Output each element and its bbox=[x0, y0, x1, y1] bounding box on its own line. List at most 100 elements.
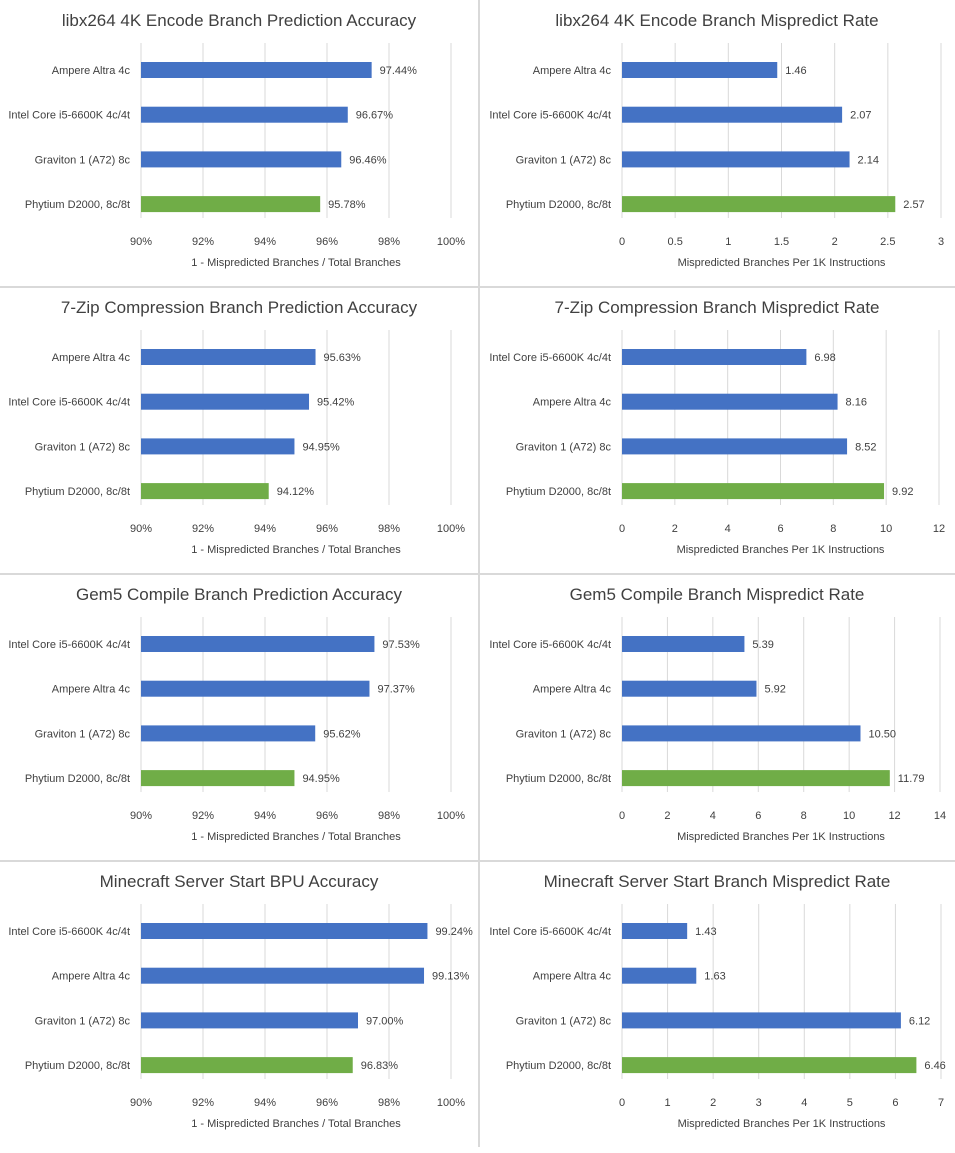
tick-label: 92% bbox=[192, 236, 214, 248]
data-label: 96.46% bbox=[349, 154, 387, 166]
bar bbox=[141, 62, 372, 78]
data-label: 11.79 bbox=[898, 773, 925, 785]
tick-label: 1.5 bbox=[774, 236, 789, 248]
data-label: 10.50 bbox=[869, 728, 897, 740]
tick-label: 90% bbox=[130, 236, 152, 248]
chart-title: Minecraft Server Start BPU Accuracy bbox=[100, 872, 379, 891]
data-label: 6.98 bbox=[814, 352, 835, 364]
data-label: 6.12 bbox=[909, 1015, 930, 1027]
tick-label: 3 bbox=[938, 236, 944, 248]
tick-label: 100% bbox=[437, 1097, 465, 1109]
bar bbox=[141, 725, 316, 742]
category-label: Intel Core i5-6600K 4c/4t bbox=[489, 926, 611, 938]
bar bbox=[141, 680, 370, 697]
data-label: 9.92 bbox=[892, 486, 913, 498]
bar bbox=[141, 483, 269, 500]
tick-label: 96% bbox=[316, 523, 338, 535]
chart-panel-7zip-mispredict: 7-Zip Compression Branch Mispredict Rate… bbox=[478, 287, 955, 574]
tick-label: 6 bbox=[755, 810, 761, 822]
chart-title: libx264 4K Encode Branch Prediction Accu… bbox=[62, 11, 417, 30]
bar bbox=[141, 923, 428, 939]
tick-label: 2 bbox=[832, 236, 838, 248]
tick-label: 10 bbox=[880, 523, 892, 535]
data-label: 8.52 bbox=[855, 441, 876, 453]
data-label: 2.57 bbox=[903, 199, 924, 211]
tick-label: 98% bbox=[378, 236, 400, 248]
tick-label: 96% bbox=[316, 1097, 338, 1109]
bar bbox=[141, 393, 310, 410]
data-label: 95.63% bbox=[324, 352, 362, 364]
category-label: Ampere Altra 4c bbox=[533, 65, 612, 77]
category-label: Ampere Altra 4c bbox=[52, 684, 131, 696]
chart-svg-7zip-mispredict: 7-Zip Compression Branch Mispredict Rate… bbox=[489, 298, 945, 556]
tick-label: 0 bbox=[619, 1097, 625, 1109]
bar bbox=[622, 393, 838, 410]
chart-panel-libx264-accuracy: libx264 4K Encode Branch Prediction Accu… bbox=[0, 0, 478, 287]
chart-title: Gem5 Compile Branch Mispredict Rate bbox=[570, 585, 865, 604]
tick-label: 8 bbox=[830, 523, 836, 535]
bar bbox=[622, 636, 745, 652]
data-label: 96.67% bbox=[356, 110, 394, 122]
chart-title: 7-Zip Compression Branch Mispredict Rate bbox=[554, 298, 879, 317]
tick-label: 94% bbox=[254, 1097, 276, 1109]
bar bbox=[141, 636, 375, 652]
data-label: 2.07 bbox=[850, 110, 871, 122]
bar bbox=[141, 770, 295, 787]
bar bbox=[622, 1057, 917, 1074]
bar bbox=[141, 151, 342, 168]
tick-label: 0 bbox=[619, 236, 625, 248]
tick-label: 0 bbox=[619, 810, 625, 822]
data-label: 99.24% bbox=[435, 926, 473, 938]
chart-svg-minecraft-accuracy: Minecraft Server Start BPU Accuracy Intel… bbox=[8, 872, 473, 1130]
x-axis-label: 1 - Mispredicted Branches / Total Branch… bbox=[191, 544, 401, 556]
bar bbox=[622, 923, 688, 939]
tick-label: 98% bbox=[378, 1097, 400, 1109]
tick-label: 3 bbox=[756, 1097, 762, 1109]
x-axis-label: Mispredicted Branches Per 1K Instruction… bbox=[678, 257, 886, 269]
bar bbox=[622, 106, 843, 123]
chart-svg-gem5-accuracy: Gem5 Compile Branch Prediction Accuracy I… bbox=[8, 585, 465, 843]
category-label: Graviton 1 (A72) 8c bbox=[516, 1015, 612, 1027]
data-label: 94.12% bbox=[277, 486, 315, 498]
tick-label: 7 bbox=[938, 1097, 944, 1109]
bar bbox=[141, 1057, 353, 1074]
tick-label: 0 bbox=[619, 523, 625, 535]
tick-label: 8 bbox=[801, 810, 807, 822]
chart-panel-gem5-accuracy: Gem5 Compile Branch Prediction Accuracy I… bbox=[0, 574, 478, 861]
tick-label: 90% bbox=[130, 1097, 152, 1109]
bar bbox=[141, 438, 295, 455]
tick-label: 90% bbox=[130, 523, 152, 535]
chart-svg-libx264-mispredict: libx264 4K Encode Branch Mispredict Rate… bbox=[489, 11, 944, 269]
category-label: Intel Core i5-6600K 4c/4t bbox=[8, 110, 130, 122]
category-label: Phytium D2000, 8c/8t bbox=[506, 486, 611, 498]
tick-label: 12 bbox=[933, 523, 945, 535]
tick-label: 100% bbox=[437, 236, 465, 248]
bar bbox=[141, 196, 321, 213]
bar bbox=[141, 1012, 358, 1029]
horizontal-divider-2 bbox=[0, 573, 955, 575]
category-label: Phytium D2000, 8c/8t bbox=[25, 199, 130, 211]
bar bbox=[622, 349, 807, 365]
category-label: Phytium D2000, 8c/8t bbox=[25, 773, 130, 785]
data-label: 97.44% bbox=[380, 65, 418, 77]
category-label: Phytium D2000, 8c/8t bbox=[506, 1060, 611, 1072]
chart-svg-7zip-accuracy: 7-Zip Compression Branch Prediction Accu… bbox=[8, 298, 465, 556]
data-label: 95.62% bbox=[323, 728, 361, 740]
tick-label: 14 bbox=[934, 810, 946, 822]
x-axis-label: 1 - Mispredicted Branches / Total Branch… bbox=[191, 831, 401, 843]
category-label: Ampere Altra 4c bbox=[533, 971, 612, 983]
bar bbox=[622, 483, 885, 500]
x-axis-label: 1 - Mispredicted Branches / Total Branch… bbox=[191, 257, 401, 269]
tick-label: 94% bbox=[254, 236, 276, 248]
tick-label: 4 bbox=[725, 523, 731, 535]
tick-label: 5 bbox=[847, 1097, 853, 1109]
bar bbox=[141, 106, 348, 123]
tick-label: 98% bbox=[378, 810, 400, 822]
chart-title: 7-Zip Compression Branch Prediction Accu… bbox=[61, 298, 418, 317]
data-label: 97.53% bbox=[382, 639, 420, 651]
tick-label: 100% bbox=[437, 523, 465, 535]
horizontal-divider-1 bbox=[0, 286, 955, 288]
category-label: Intel Core i5-6600K 4c/4t bbox=[8, 926, 130, 938]
data-label: 2.14 bbox=[858, 154, 879, 166]
